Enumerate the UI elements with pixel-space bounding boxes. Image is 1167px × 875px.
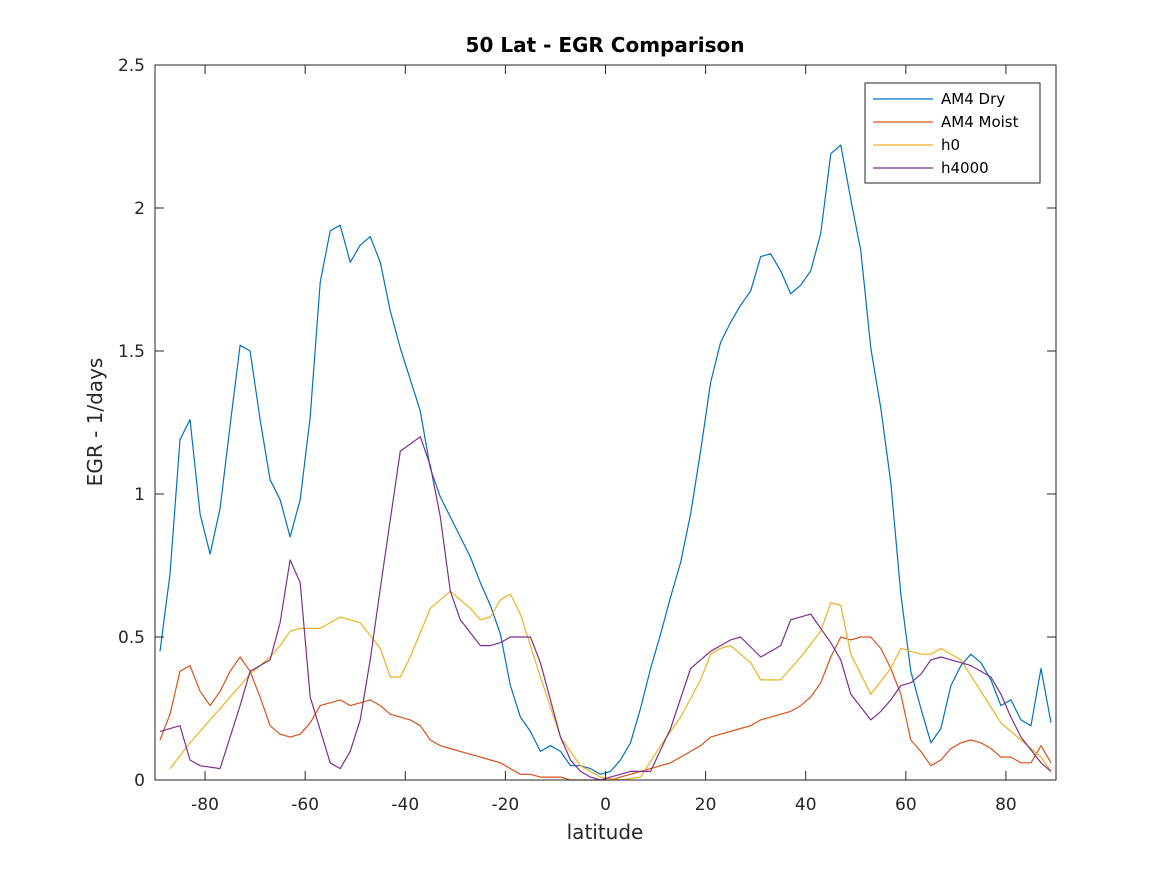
x-axis-ticks: -80 -60 -40 -20 0 20 40 60 80 — [191, 65, 1017, 815]
y-tick-label: 2.5 — [118, 56, 145, 76]
x-axis-title: latitude — [567, 820, 644, 844]
y-tick-label: 1.5 — [118, 342, 145, 362]
y-axis-ticks: 0 0.5 1 1.5 2 2.5 — [118, 56, 1056, 791]
y-tick-label: 0 — [134, 771, 145, 791]
legend-label: h4000 — [941, 159, 989, 177]
y-tick-label: 0.5 — [118, 628, 145, 648]
x-tick-label: -40 — [391, 795, 419, 815]
legend-label: AM4 Dry — [941, 90, 1005, 108]
chart-title: 50 Lat - EGR Comparison — [466, 33, 745, 57]
series-line-3 — [169, 590, 1052, 781]
y-tick-label: 1 — [134, 485, 145, 505]
x-tick-label: 20 — [695, 795, 717, 815]
x-tick-label: 80 — [995, 795, 1017, 815]
y-tick-label: 2 — [134, 199, 145, 219]
x-tick-label: -20 — [491, 795, 519, 815]
x-tick-label: -80 — [191, 795, 219, 815]
legend-label: AM4 Moist — [941, 113, 1019, 131]
legend-box — [864, 82, 1041, 184]
x-tick-label: 0 — [600, 795, 611, 815]
legend: AM4 Dry AM4 Moist h0 h4000 — [864, 82, 1041, 184]
x-tick-label: -60 — [291, 795, 319, 815]
series-line-4 — [159, 436, 1052, 781]
y-axis-title: EGR - 1/days — [83, 358, 107, 487]
x-tick-label: 40 — [795, 795, 817, 815]
x-tick-label: 60 — [895, 795, 917, 815]
legend-label: h0 — [941, 136, 960, 154]
plot-area — [155, 65, 1056, 780]
